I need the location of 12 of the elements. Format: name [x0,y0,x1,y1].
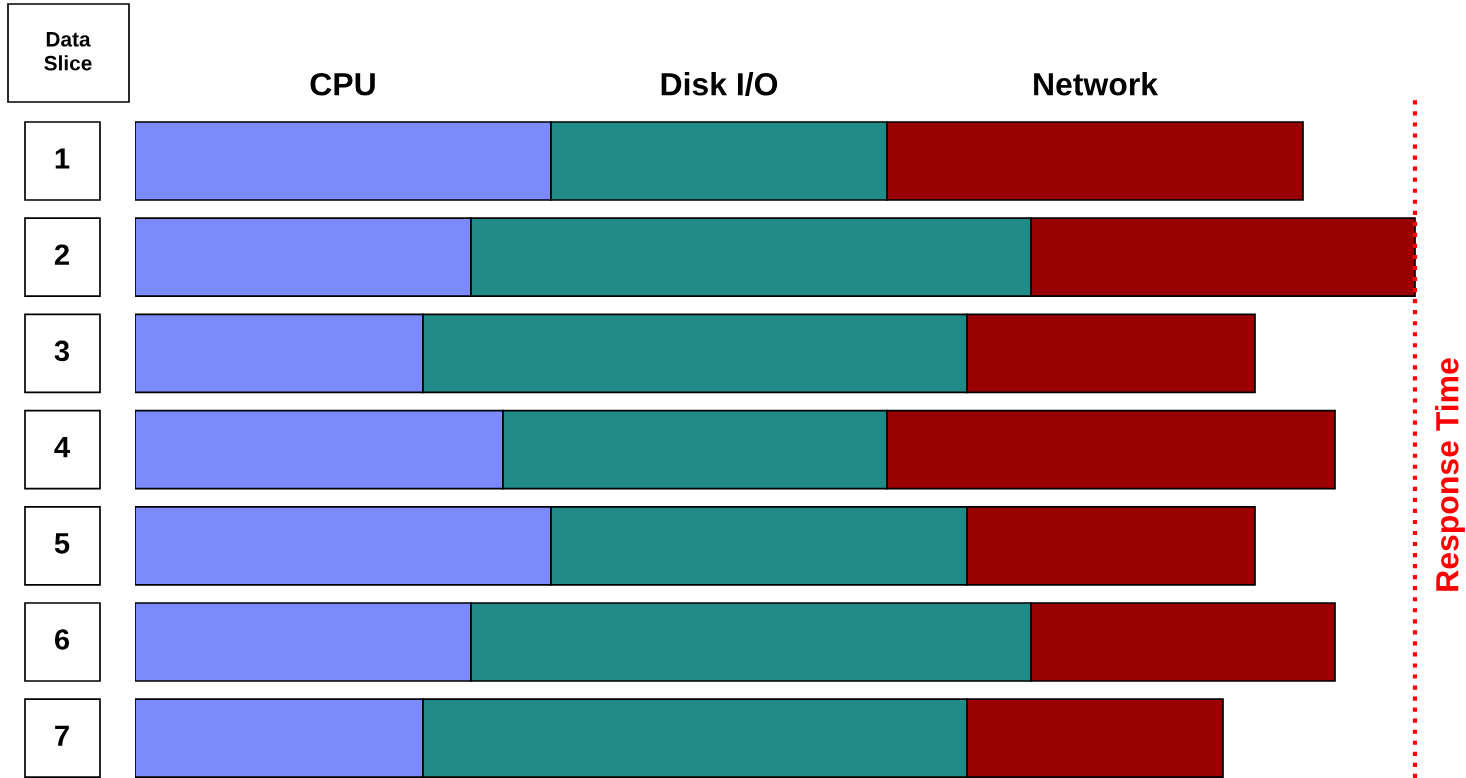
series-label: Disk I/O [661,72,778,96]
y-tick-label: 7 [55,725,69,746]
y-tick-label: 3 [54,340,70,362]
y-tick-label: 1 [55,148,70,169]
y-axis-title: Data Slice [44,32,92,71]
series-label: CPU [310,72,375,96]
y-tick-label: 4 [54,437,70,458]
y-tick-label: 6 [54,629,70,650]
series-label: Network [1034,72,1159,96]
y-tick-label: 5 [54,533,70,554]
ref-line-label: Response Time [1435,358,1465,591]
y-tick-label: 2 [54,244,69,265]
